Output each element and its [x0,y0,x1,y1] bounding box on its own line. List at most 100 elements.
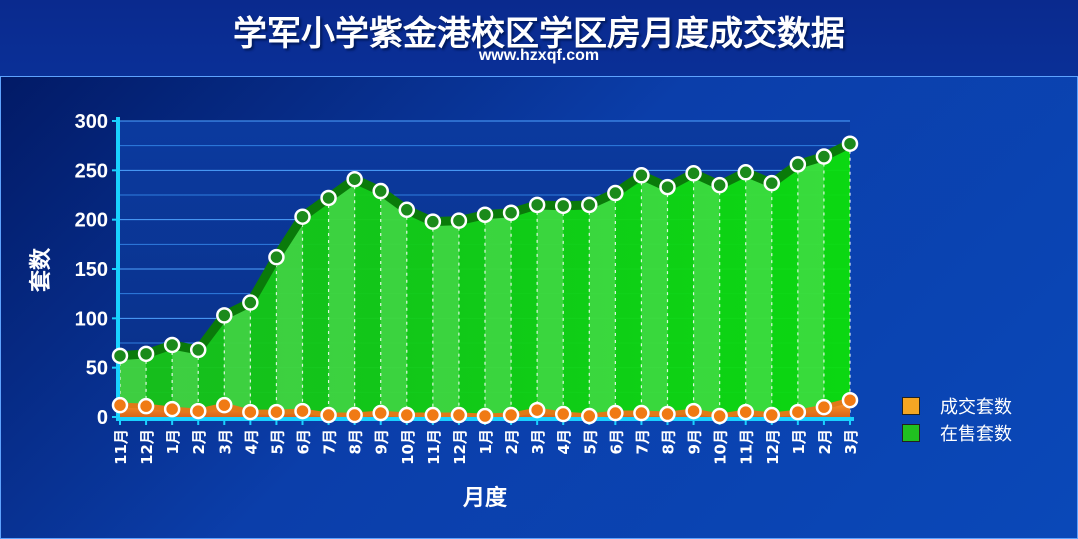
x-tick-label: 10月 [712,429,730,465]
x-tick-label: 4月 [242,429,260,454]
x-tick-label: 11月 [738,429,756,465]
x-tick-label: 2月 [816,429,834,454]
point-listings [763,174,781,192]
x-tick-label: 3月 [842,429,860,454]
x-tick-label: 8月 [347,429,365,454]
point-listings [685,165,702,182]
y-tick-label: 200 [75,210,108,232]
area-stripe [485,212,512,417]
point-deals [502,406,520,424]
y-tick-label: 250 [75,160,108,182]
point-listings [815,148,833,165]
point-listings [424,213,442,230]
point-listings [163,336,181,354]
point-deals [659,405,676,423]
area-stripe [276,216,303,417]
y-tick-label: 300 [75,111,108,133]
legend-swatch-listings [902,423,920,442]
point-listings [398,201,416,219]
point-deals [737,403,754,421]
x-axis-label: 月度 [462,485,508,511]
point-deals [189,402,207,420]
legend-label-deals: 成交套数 [940,396,1012,418]
area-stripe [797,156,824,417]
x-tick-label: 11月 [425,429,443,465]
point-deals [789,403,807,421]
point-listings [242,294,259,311]
x-tick-label: 12月 [451,429,469,465]
x-tick-label: 7月 [633,429,651,454]
area-stripe [380,191,407,417]
point-listings [659,178,676,196]
legend-item-listings: 在售套数 [902,419,1012,446]
x-tick-label: 1月 [477,429,495,454]
point-listings [633,167,650,184]
x-tick-label: 2月 [503,429,521,454]
point-listings [528,196,546,214]
y-axis-label: 套数 [28,247,54,292]
x-tick-label: 6月 [607,429,625,454]
legend-swatch-deals [902,396,920,415]
point-deals [137,397,155,415]
point-listings [137,345,155,363]
area-stripe [432,220,459,417]
legend-label-listings: 在售套数 [940,423,1012,445]
point-deals [528,401,546,419]
y-tick-label: 0 [97,407,108,429]
x-tick-label: 1月 [790,429,808,454]
point-deals [398,406,416,424]
x-tick-label: 12月 [764,429,782,465]
point-deals [294,402,311,420]
area-stripe [172,344,199,417]
point-deals [320,406,337,424]
point-listings [346,170,363,188]
x-tick-label: 5月 [268,429,286,454]
point-deals [554,405,572,423]
point-listings [711,176,728,194]
point-listings [268,248,285,266]
point-listings [111,347,129,365]
point-listings [294,208,311,225]
y-tick-label: 150 [75,259,108,281]
y-tick-label: 50 [86,358,108,380]
x-tick-label: 10月 [399,429,417,465]
x-tick-label: 5月 [581,429,599,454]
point-deals [685,402,702,420]
point-deals [242,403,259,421]
point-deals [841,391,859,409]
point-listings [216,307,233,324]
point-deals [346,406,363,424]
chart-subtitle: www.hzxqf.com [478,47,600,64]
area-stripe [641,175,668,417]
y-tick-label: 100 [75,308,108,330]
point-listings [554,197,572,215]
point-listings [607,184,624,202]
point-deals [476,407,494,425]
point-listings [841,135,859,152]
area-stripe [328,179,355,417]
x-tick-label: 7月 [321,429,339,454]
legend: 成交套数 在售套数 [902,392,1012,446]
point-listings [372,182,389,200]
point-deals [111,396,129,414]
point-listings [789,156,807,173]
point-deals [216,396,233,414]
x-tick-label: 6月 [295,429,313,454]
point-deals [633,404,650,422]
x-tick-label: 8月 [660,429,678,454]
x-tick-label: 3月 [216,429,234,454]
point-deals [450,406,468,424]
x-tick-label: 3月 [529,429,547,454]
area-stripe [537,204,564,417]
point-listings [189,341,207,359]
area-stripe [589,193,616,417]
x-tick-label: 11月 [112,429,130,465]
point-listings [581,196,598,214]
x-tick-label: 4月 [555,429,573,454]
point-listings [502,204,520,222]
x-tick-label: 9月 [686,429,704,454]
area-stripe [693,173,720,417]
point-deals [581,407,598,425]
point-deals [815,398,833,416]
